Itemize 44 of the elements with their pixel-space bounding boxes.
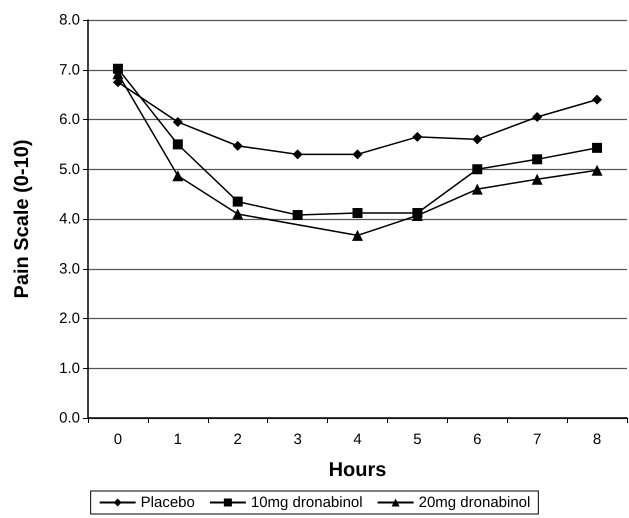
y-tick-label: 8.0 [59, 12, 80, 28]
point [352, 149, 362, 160]
y-tick-label: 3.0 [59, 260, 80, 278]
point [232, 196, 243, 207]
x-axis-title: Hours [328, 459, 386, 481]
y-tick-label: 6.0 [59, 111, 80, 128]
point [352, 208, 362, 218]
point [472, 134, 482, 144]
y-tick-label: 5.0 [59, 160, 80, 178]
x-tick-label: 4 [353, 431, 362, 448]
point [292, 149, 303, 160]
point [592, 164, 603, 176]
x-tick-label: 7 [532, 431, 542, 448]
point [592, 94, 602, 105]
point [172, 170, 184, 182]
y-tick-label: 4.0 [59, 210, 80, 228]
point [292, 210, 303, 220]
x-tick-label: 5 [413, 431, 422, 448]
point [532, 154, 542, 164]
legend-label: 20mg dronabinol [418, 494, 530, 511]
y-tick-label: 0.0 [59, 410, 80, 426]
y-axis-title: Pain Scale (0-10) [11, 140, 33, 298]
y-tick-label: 2.0 [59, 310, 80, 327]
x-tick-label: 6 [473, 431, 482, 448]
x-tick-label: 3 [293, 431, 302, 448]
point [472, 164, 482, 174]
point [172, 116, 183, 127]
x-tick-label: 1 [174, 431, 182, 448]
point [172, 139, 183, 150]
legend-label: Placebo [140, 494, 195, 511]
point [352, 230, 363, 241]
legend-label: 10mg dronabinol [250, 494, 363, 511]
point [232, 140, 243, 151]
x-tick-label: 2 [234, 431, 242, 448]
point [472, 184, 483, 195]
point [592, 142, 602, 153]
x-tick-label: 8 [592, 431, 602, 448]
y-tick-label: 1.0 [59, 360, 80, 377]
point [532, 112, 542, 122]
point [532, 174, 543, 185]
y-tick-label: 7.0 [59, 61, 80, 78]
point [412, 132, 422, 142]
point [232, 208, 244, 220]
x-tick-label: 0 [114, 431, 122, 448]
